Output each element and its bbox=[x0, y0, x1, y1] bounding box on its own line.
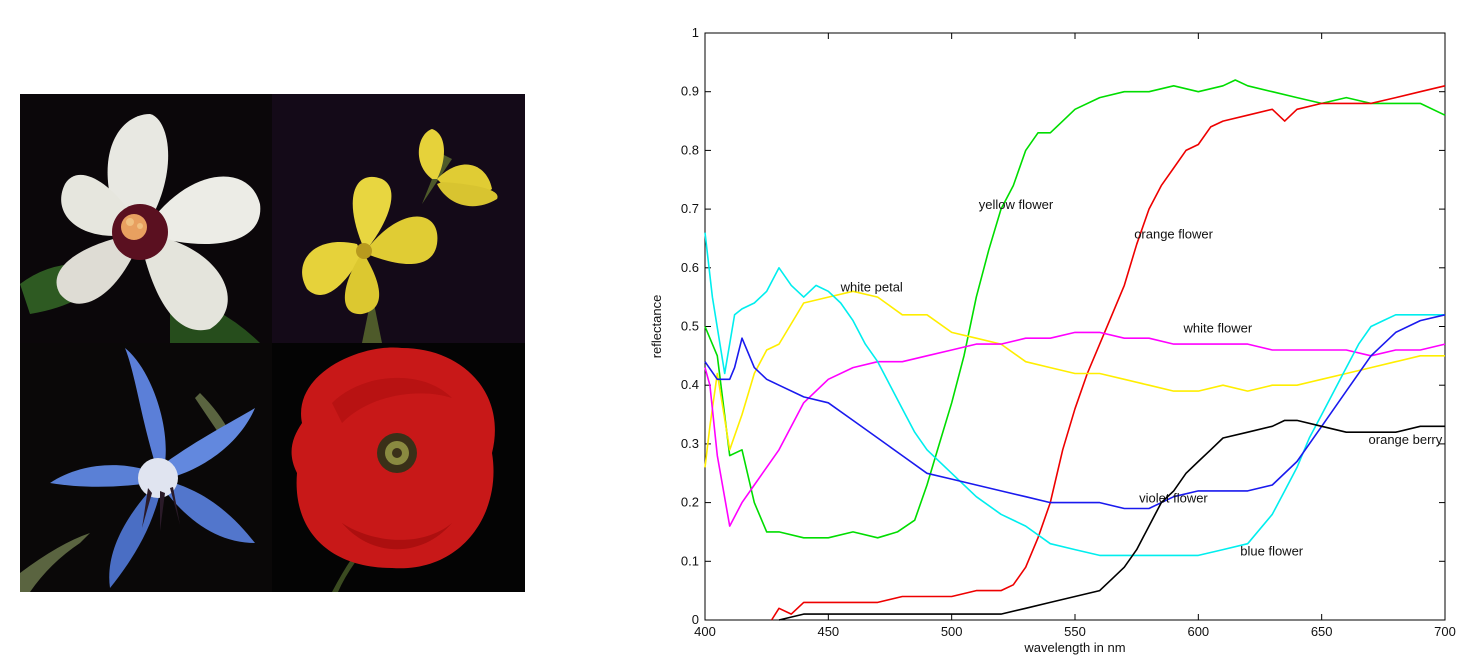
x-axis-title: wavelength in nm bbox=[1023, 640, 1125, 655]
y-tick-label: 0.7 bbox=[681, 201, 699, 216]
series-label-violet-flower: violet flower bbox=[1139, 491, 1208, 506]
x-tick-label: 500 bbox=[941, 624, 963, 639]
white-hibiscus-photo bbox=[20, 94, 272, 343]
yellow-primrose-photo bbox=[272, 94, 525, 343]
blue-borage-photo bbox=[20, 343, 272, 592]
y-tick-label: 0.2 bbox=[681, 495, 699, 510]
series-label-white-flower: white flower bbox=[1183, 320, 1253, 335]
y-tick-label: 0.5 bbox=[681, 319, 699, 334]
series-line-orange-flower bbox=[770, 85, 1446, 621]
x-tick-label: 600 bbox=[1187, 624, 1209, 639]
series-label-orange-flower: orange flower bbox=[1134, 226, 1213, 241]
series-line-blue-flower bbox=[704, 232, 1445, 557]
flower-photo-grid bbox=[20, 94, 525, 592]
x-tick-label: 650 bbox=[1311, 624, 1333, 639]
x-tick-label: 550 bbox=[1064, 624, 1086, 639]
y-tick-label: 0.6 bbox=[681, 260, 699, 275]
y-tick-label: 1 bbox=[692, 25, 699, 40]
x-tick-label: 700 bbox=[1434, 624, 1456, 639]
red-poppy-photo bbox=[272, 343, 525, 592]
x-tick-label: 400 bbox=[694, 624, 716, 639]
x-tick-label: 450 bbox=[817, 624, 839, 639]
series-label-orange-berry: orange berry bbox=[1369, 432, 1443, 447]
series-line-yellow-flower bbox=[704, 79, 1446, 539]
plot-frame bbox=[704, 32, 1446, 621]
series-line-orange-berry bbox=[778, 419, 1445, 621]
series-label-blue-flower: blue flower bbox=[1240, 543, 1304, 558]
reflectance-chart: 400 450 500 550 600 650 700 0 0.1 0.2 0.3 0.4 0.5 0.6… bbox=[649, 25, 1456, 655]
series-line-violet-flower bbox=[704, 314, 1446, 510]
series-label-yellow-flower: yellow flower bbox=[979, 197, 1054, 212]
series-line-white-petal bbox=[704, 290, 1445, 468]
y-tick-label: 0.9 bbox=[681, 84, 699, 99]
y-tick-label: 0 bbox=[692, 612, 699, 627]
y-tick-label: 0.1 bbox=[681, 553, 699, 568]
y-tick-label: 0.4 bbox=[681, 377, 699, 392]
y-tick-label: 0.8 bbox=[681, 142, 699, 157]
series-label-white-petal: white petal bbox=[840, 279, 903, 294]
y-axis-title: reflectance bbox=[649, 295, 664, 359]
series-line-white-flower bbox=[704, 331, 1446, 527]
y-tick-label: 0.3 bbox=[681, 436, 699, 451]
